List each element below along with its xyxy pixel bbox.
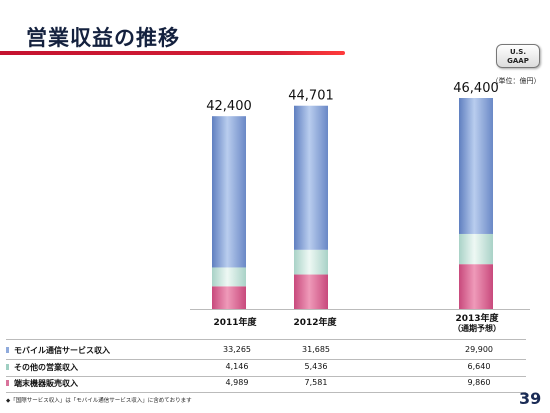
table-bottom-line — [6, 392, 526, 393]
cell-other-2011: 4,146 — [225, 362, 249, 371]
unit-label: （単位：億円） — [491, 77, 541, 85]
bar-segment-other-2013 — [459, 233, 493, 265]
row-label-handset: 端末機器販売収入 — [14, 379, 78, 388]
bar-segment-handset-2012 — [294, 274, 328, 309]
year-label-2011: 2011年度 — [190, 318, 280, 328]
bar-segment-other-2012 — [294, 249, 328, 275]
table-row-handset: 端末機器販売収入 4,989 7,581 9,860 — [6, 376, 526, 392]
year-label-2012: 2012年度 — [270, 318, 360, 328]
gaap-badge-line1: U.S. — [509, 48, 527, 56]
gaap-badge-line2: GAAP — [507, 57, 529, 65]
total-label-2012: 44,701 — [288, 89, 334, 104]
legend-swatch-other — [6, 364, 9, 370]
row-label-other: その他の営業収入 — [14, 363, 78, 372]
page-title: 営業収益の推移 — [26, 26, 180, 50]
year-label-2013: 2013年度 （通期予想） — [432, 314, 522, 334]
title-underline — [0, 51, 345, 55]
cell-handset-2013: 9,860 — [467, 378, 491, 387]
table-row-divider — [6, 376, 526, 377]
table-row-mobile: モバイル通信サービス収入 33,265 31,685 29,900 — [6, 343, 526, 359]
cell-other-2012: 5,436 — [304, 362, 328, 371]
year-label-2011-text: 2011年度 — [213, 318, 257, 328]
year-label-2012-text: 2012年度 — [293, 318, 337, 328]
total-label-2011: 42,400 — [206, 99, 252, 114]
bar-segment-other-2011 — [212, 267, 246, 287]
footnote: ◆「国際サービス収入」は「モバイル通信サービス収入」に含めております — [6, 398, 192, 404]
cell-handset-2011: 4,989 — [225, 378, 249, 387]
legend-swatch-handset — [6, 380, 9, 386]
bar-segment-handset-2013 — [459, 264, 493, 309]
bar-segment-mobile-2011 — [212, 116, 246, 268]
page-number: 39 — [519, 389, 542, 408]
cell-handset-2012: 7,581 — [304, 378, 328, 387]
table-top-line — [6, 339, 526, 340]
total-label-2013: 46,400 — [453, 81, 499, 96]
year-label-2013-text: 2013年度 — [455, 314, 499, 324]
cell-other-2013: 6,640 — [467, 362, 491, 371]
us-gaap-badge: U.S. GAAP — [496, 44, 540, 68]
table-row-divider — [6, 359, 526, 360]
table-row-other: その他の営業収入 4,146 5,436 6,640 — [6, 360, 526, 376]
bar-segment-mobile-2013 — [459, 98, 493, 234]
cell-mobile-2013: 29,900 — [465, 345, 493, 354]
legend-swatch-mobile — [6, 347, 9, 353]
bar-segment-mobile-2012 — [294, 105, 328, 250]
cell-mobile-2012: 31,685 — [302, 345, 330, 354]
row-label-mobile: モバイル通信サービス収入 — [14, 346, 110, 355]
year-label-2013-forecast: （通期予想） — [453, 324, 501, 333]
cell-mobile-2011: 33,265 — [223, 345, 251, 354]
bar-segment-handset-2011 — [212, 286, 246, 309]
